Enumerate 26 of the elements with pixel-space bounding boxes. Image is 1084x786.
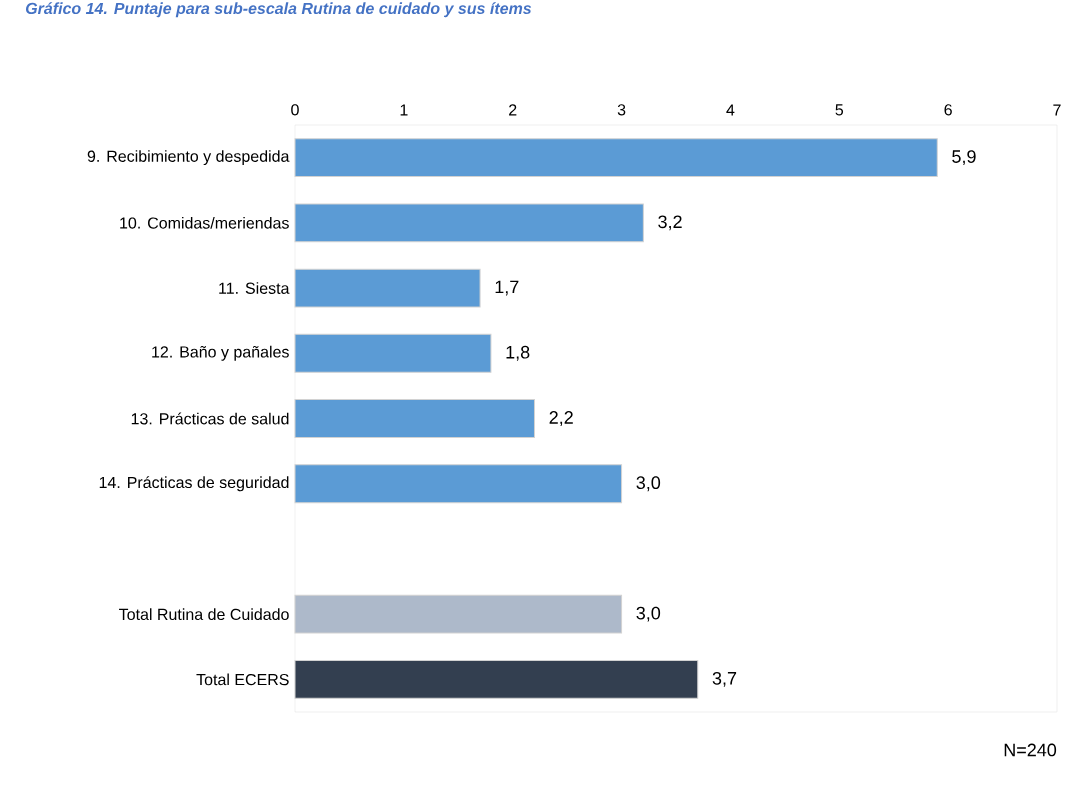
y-tick-label: 10. Comidas/meriendas <box>120 216 289 229</box>
data-label: 2,2 <box>549 411 573 426</box>
x-tick-label: 0 <box>291 104 299 116</box>
x-tick-label: 5 <box>835 104 844 116</box>
y-tick-label: Total ECERS <box>196 673 289 686</box>
x-tick-label: 6 <box>944 104 952 116</box>
x-tick-label: 1 <box>400 104 408 116</box>
y-tick-label: 9. Recibimiento y despedida <box>87 150 290 166</box>
data-label: 1,8 <box>506 345 530 361</box>
data-label: 1,7 <box>495 280 519 296</box>
y-tick-label: 11. Siesta <box>219 282 290 294</box>
chart-title: Gráfico 14. Puntaje para sub-escala Rutina de cuidado y sus ítems <box>25 2 532 18</box>
x-tick-label: 4 <box>726 104 735 116</box>
data-label: 3,0 <box>636 606 661 622</box>
text: N=240 <box>1004 743 1057 757</box>
data-label: 3,0 <box>636 476 661 492</box>
y-tick-label: 12. Baño y pañales <box>152 345 289 361</box>
y-tick-label: 13. Prácticas de salud <box>131 412 289 425</box>
x-tick-label: 3 <box>617 104 626 116</box>
data-label: 5,9 <box>952 150 976 166</box>
data-label: 3,7 <box>712 671 737 687</box>
data-label: 3,2 <box>658 215 682 231</box>
x-tick-label: 2 <box>509 104 517 116</box>
y-tick-label: 14. Prácticas de seguridad <box>99 476 289 492</box>
x-tick-label: 7 <box>1053 104 1061 116</box>
y-tick-label: Total Rutina de Cuidado <box>119 608 289 621</box>
